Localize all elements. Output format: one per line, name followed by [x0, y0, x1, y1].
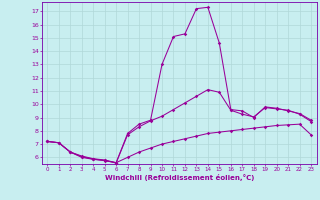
X-axis label: Windchill (Refroidissement éolien,°C): Windchill (Refroidissement éolien,°C)	[105, 174, 254, 181]
